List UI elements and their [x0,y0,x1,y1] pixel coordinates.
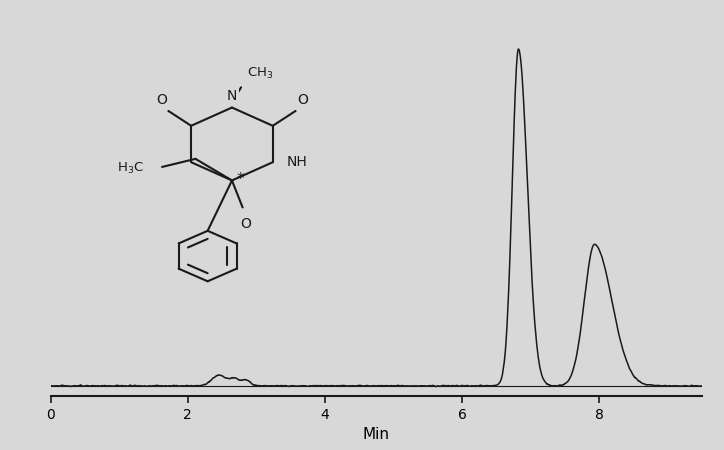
Text: NH: NH [287,155,307,169]
Text: CH$_3$: CH$_3$ [247,65,274,81]
Text: N: N [227,89,237,103]
Text: O: O [297,93,308,107]
Text: O: O [156,93,167,107]
X-axis label: Min: Min [363,428,390,442]
Text: H$_3$C: H$_3$C [117,161,144,176]
Text: O: O [240,217,251,231]
Text: *: * [237,171,244,187]
